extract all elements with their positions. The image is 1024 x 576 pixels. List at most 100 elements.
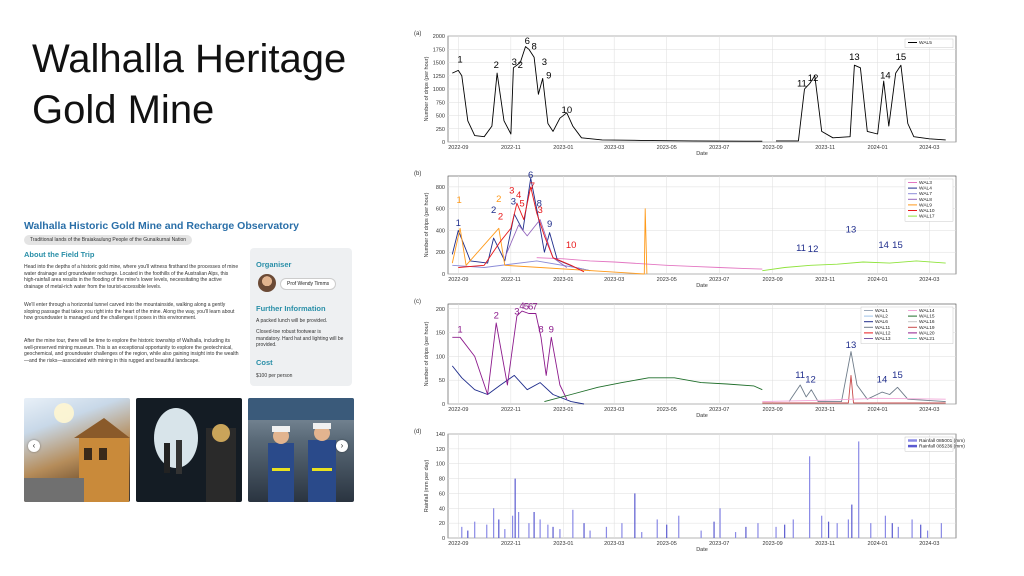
series-line-wal6 — [451, 365, 585, 405]
event-number-label: 11 — [796, 243, 806, 254]
y-tick-label: 1250 — [433, 74, 445, 80]
event-number-label: 9 — [546, 70, 551, 81]
organiser-heading: Organiser — [256, 260, 292, 269]
photo-walhalla-town[interactable] — [24, 398, 130, 502]
x-tick-label: 2022-11 — [501, 407, 521, 413]
rainfall-bar — [511, 515, 514, 538]
x-tick-label: 2023-11 — [815, 541, 835, 547]
event-number-label: 10 — [562, 105, 573, 116]
x-tick-label: 2023-07 — [709, 541, 729, 547]
rainfall-bar — [547, 524, 549, 538]
photo-mine-workers[interactable] — [248, 398, 354, 502]
y-tick-label: 20 — [439, 521, 445, 527]
country-badge: Traditional lands of the Braiakaulung Pe… — [24, 235, 193, 245]
rainfall-bar — [911, 519, 913, 538]
x-tick-label: 2024-01 — [868, 277, 888, 283]
event-number-label: 15 — [892, 240, 903, 251]
series-line-wal3 — [536, 257, 763, 270]
y-tick-label: 0 — [442, 272, 445, 278]
x-tick-label: 2022-09 — [448, 541, 468, 547]
tunnel-photo-art — [154, 408, 236, 502]
series-line-wal14 — [762, 397, 946, 403]
legend-entry: WAL12 — [875, 330, 891, 336]
rainfall-bar — [641, 532, 643, 538]
event-number-label: 4 — [516, 190, 521, 201]
y-tick-label: 60 — [439, 491, 445, 497]
series-line-wal19 — [762, 374, 946, 404]
event-number-label: 4 — [519, 301, 524, 312]
series-line-wal10 — [458, 186, 585, 273]
rainfall-bar — [700, 530, 702, 538]
event-number-label: 7 — [530, 181, 535, 192]
series-line-wal11 — [788, 351, 946, 403]
event-number-label: 11 — [797, 78, 807, 89]
carousel-next-button[interactable]: › — [336, 440, 348, 452]
event-number-label: 14 — [878, 240, 889, 251]
rainfall-bar — [745, 526, 747, 538]
about-paragraph-2: We'll enter through a horizontal tunnel … — [24, 302, 235, 322]
legend-entry: WAL13 — [875, 336, 891, 342]
rainfall-bar — [605, 526, 608, 538]
x-tick-label: 2023-03 — [604, 541, 624, 547]
rainfall-bar — [678, 515, 680, 538]
rainfall-bar — [559, 529, 561, 538]
y-tick-label: 100 — [436, 354, 445, 360]
legend-entry: WAL21 — [919, 336, 935, 342]
event-number-label: 14 — [880, 70, 891, 81]
rainfall-bar — [533, 512, 535, 538]
event-number-label: 7 — [532, 302, 537, 313]
rainfall-bar — [467, 530, 469, 538]
rainfall-bar — [498, 519, 500, 538]
y-tick-label: 100 — [436, 462, 445, 468]
series-line-wal15 — [544, 377, 763, 403]
rainfall-bar — [757, 523, 759, 538]
about-heading: About the Field Trip — [24, 250, 95, 259]
y-tick-label: 750 — [436, 100, 445, 106]
workers-photo-art — [248, 398, 354, 502]
legend-entry: WAL6 — [875, 319, 888, 325]
event-number-label: 8 — [538, 325, 543, 336]
rainfall-bar — [589, 530, 591, 538]
further-info-footwear: Closed-toe robust footwear is mandatory.… — [256, 329, 344, 349]
cost-heading: Cost — [256, 358, 273, 367]
y-tick-label: 0 — [442, 140, 445, 146]
rainfall-bar — [851, 504, 853, 538]
y-axis-label: Number of drips (per hour) — [424, 56, 430, 121]
series-line-wal5 — [452, 46, 763, 142]
x-tick-label: 2024-01 — [868, 541, 888, 547]
plot-frame-3 — [447, 433, 957, 539]
webpage-screenshot: Walhalla Historic Gold Mine and Recharge… — [22, 218, 356, 502]
y-tick-label: 0 — [442, 402, 445, 408]
event-number-label: 15 — [896, 52, 907, 63]
rainfall-bar — [504, 529, 506, 538]
x-tick-label: 2023-03 — [604, 277, 624, 283]
x-tick-label: 2023-09 — [763, 407, 783, 413]
event-number-label: 3 — [542, 57, 547, 68]
y-tick-label: 250 — [436, 127, 445, 133]
cost-value: $100 per person — [256, 373, 293, 379]
rainfall-bar — [514, 478, 516, 538]
rainfall-bar — [528, 523, 530, 538]
about-paragraph-3: After the mine tour, there will be time … — [24, 338, 239, 364]
rainfall-bar — [461, 526, 463, 538]
y-tick-label: 120 — [436, 447, 445, 453]
rainfall-bar — [486, 524, 488, 538]
event-number-label: 14 — [877, 375, 888, 386]
y-tick-label: 150 — [436, 331, 445, 337]
rainfall-bar — [518, 512, 520, 538]
carousel-prev-button[interactable]: ‹ — [28, 440, 40, 452]
event-number-label: 3 — [537, 205, 542, 216]
event-number-label: 12 — [808, 244, 819, 255]
event-number-label: 1 — [456, 218, 461, 229]
x-tick-label: 2022-11 — [501, 145, 521, 151]
legend-entry: WAL4 — [919, 186, 932, 192]
page-title: Walhalla Historic Gold Mine and Recharge… — [24, 220, 300, 232]
rainfall-bar — [552, 526, 554, 538]
series-line-wal20 — [452, 310, 568, 400]
event-number-label: 8 — [537, 198, 542, 209]
organiser-name[interactable]: Prof Wendy Timms — [280, 278, 337, 290]
further-info-lunch: A packed lunch will be provided. — [256, 318, 328, 324]
photo-mine-tunnel[interactable] — [136, 398, 242, 502]
event-number-label: 1 — [457, 195, 462, 206]
x-tick-label: 2023-03 — [604, 145, 624, 151]
